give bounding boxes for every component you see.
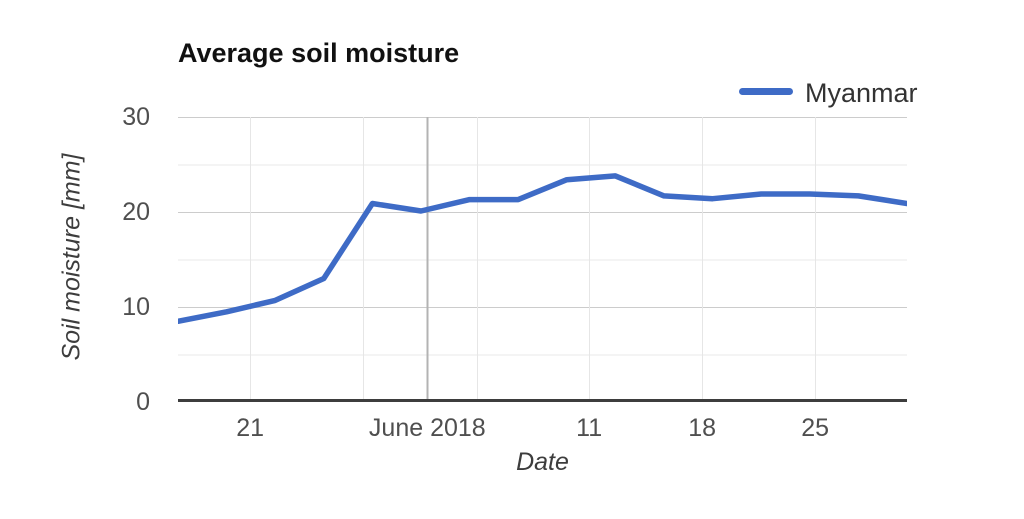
plot-area (178, 117, 907, 402)
chart-title: Average soil moisture (178, 38, 460, 68)
y-tick-label: 0 (136, 388, 150, 416)
x-tick-label: 25 (801, 414, 830, 442)
x-tick-label: 21 (236, 414, 265, 442)
y-axis-title: Soil moisture [mm] (57, 153, 86, 361)
y-tick-label: 30 (122, 103, 150, 131)
x-tick-label: June 2018 (368, 414, 486, 442)
series-line-myanmar (178, 173, 907, 325)
legend-line-swatch (739, 88, 793, 95)
y-tick-label: 10 (122, 293, 150, 321)
legend-series-label: Myanmar (805, 78, 918, 108)
chart-canvas (178, 117, 907, 402)
y-tick-label: 20 (122, 198, 150, 226)
x-axis-title: Date (516, 448, 569, 476)
x-tick-label: 11 (576, 414, 603, 442)
x-tick-label: 18 (688, 414, 717, 442)
